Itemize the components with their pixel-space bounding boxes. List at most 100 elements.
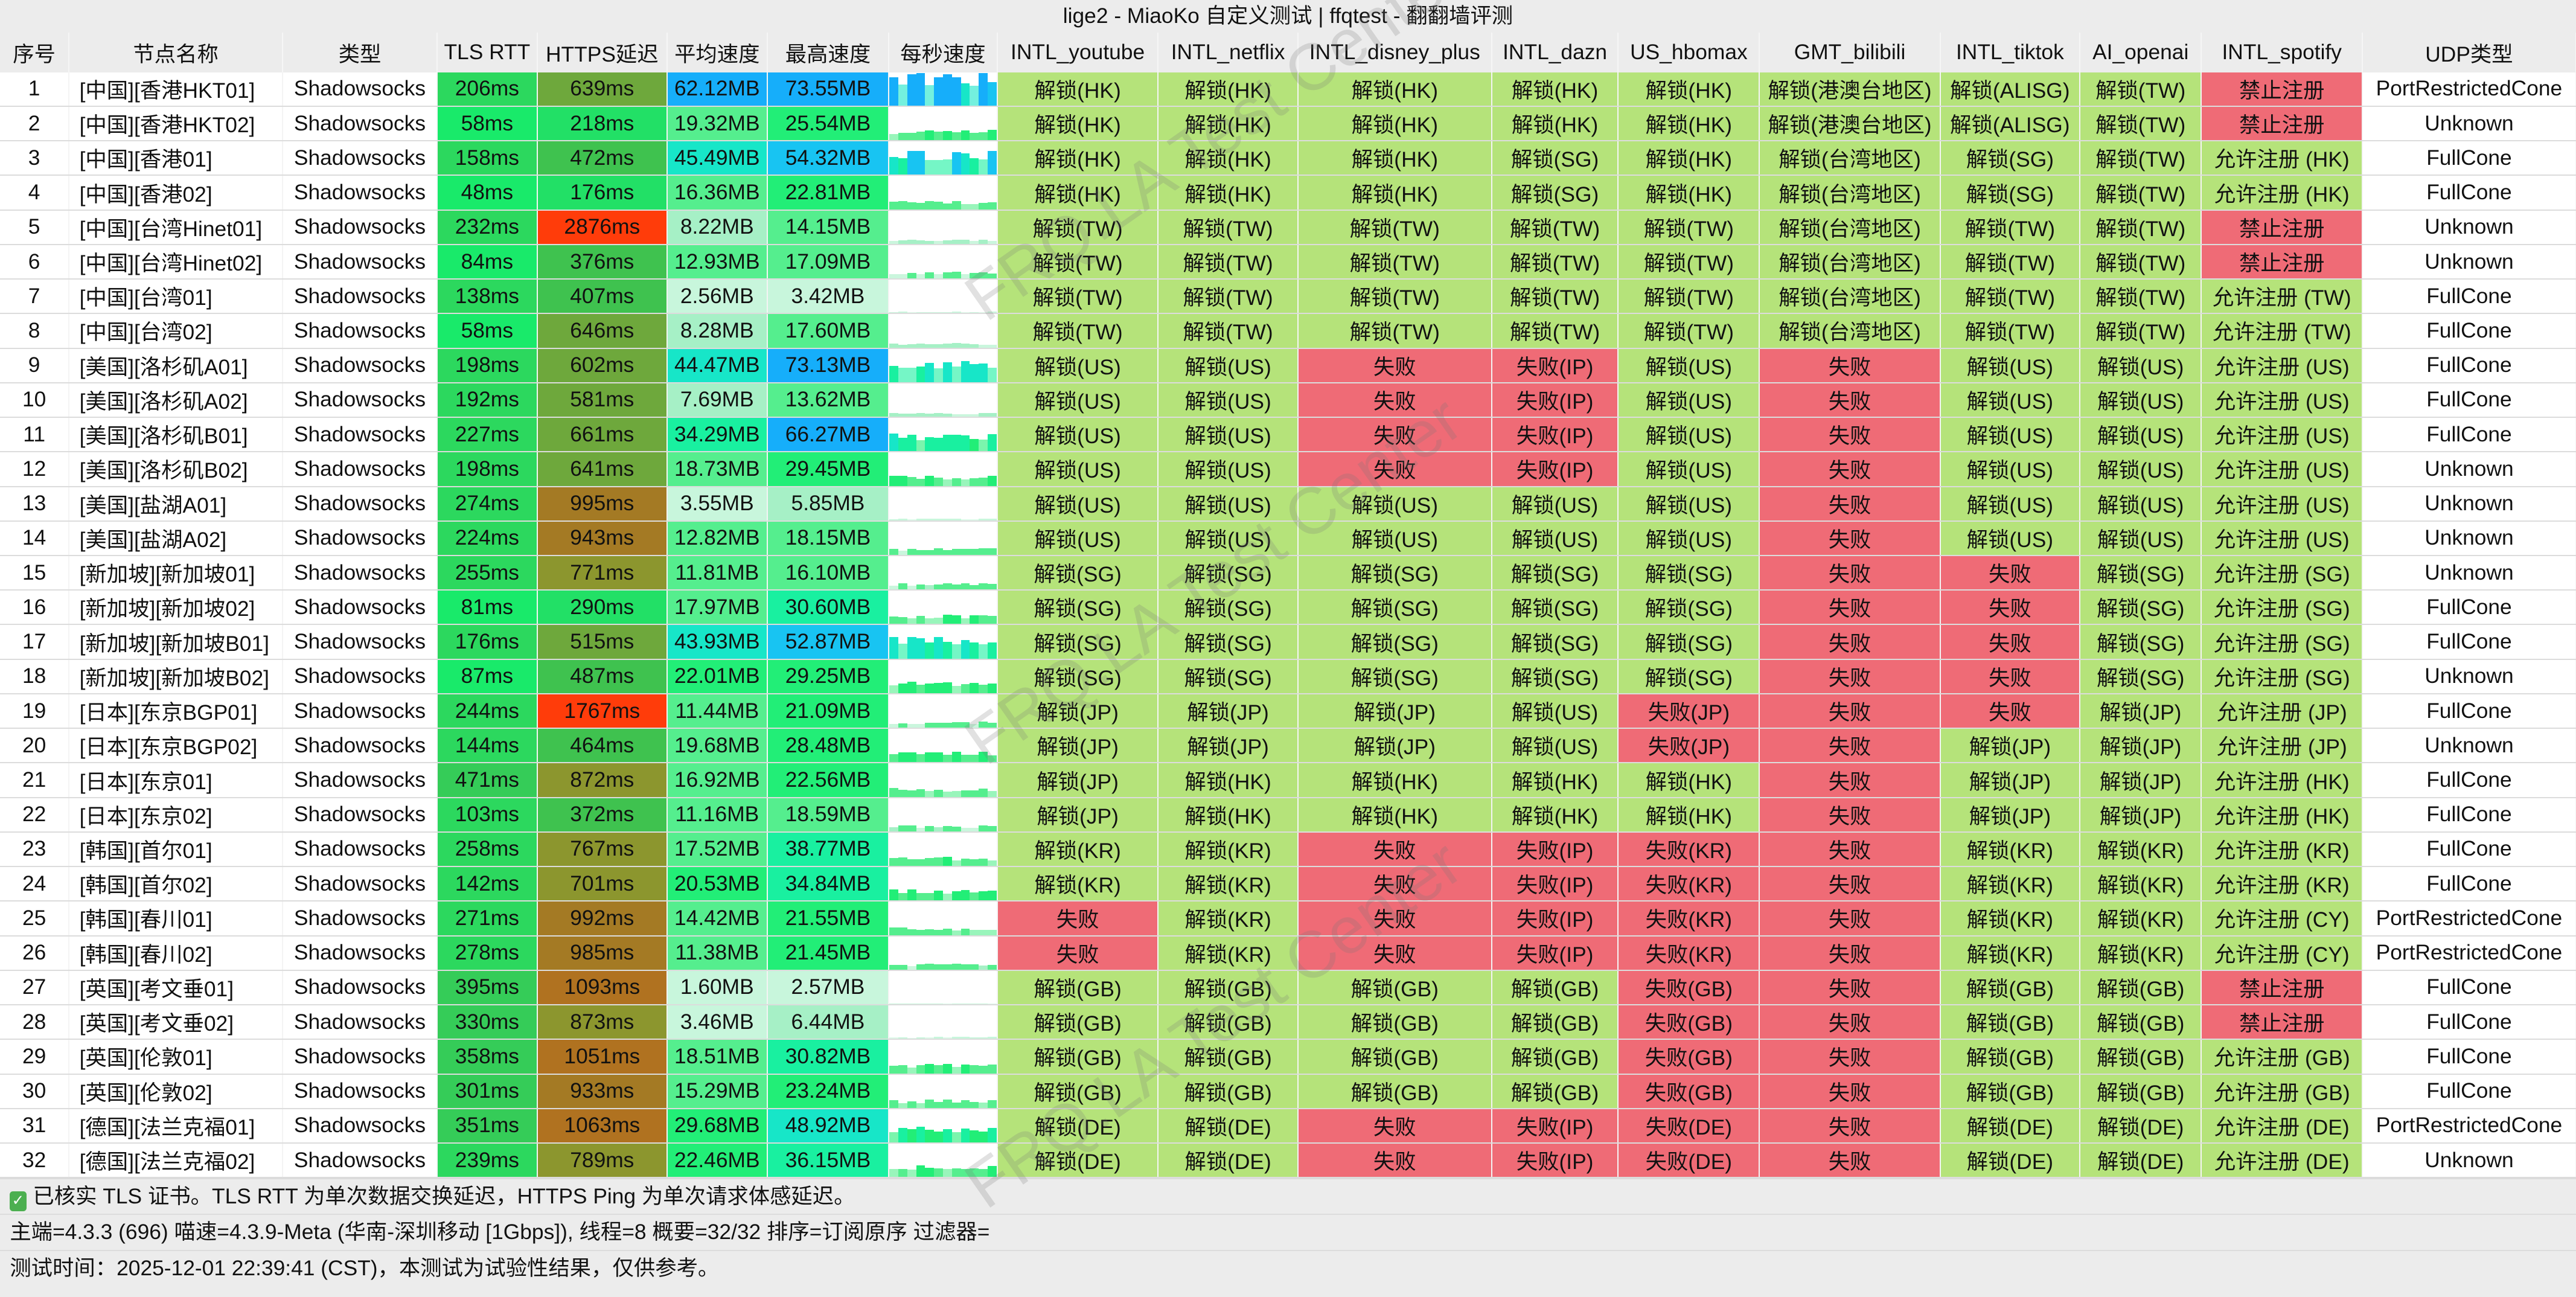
table-row[interactable]: 27 [英国][考文垂01] Shadowsocks 395ms 1093ms 1.60M… <box>0 970 2576 1006</box>
header-youtube[interactable]: INTL_youtube <box>997 33 1159 72</box>
table-row[interactable]: 6 [中国][台湾Hinet02] Shadowsocks 84ms 376ms 12.9… <box>0 244 2576 280</box>
cell-tiktok: 解锁(TW) <box>1940 279 2081 315</box>
sparkline-bar <box>916 929 925 935</box>
header-hbomax[interactable]: US_hbomax <box>1618 33 1760 72</box>
cell-spotify: 允许注册 (KR) <box>2201 831 2363 868</box>
sparkline-bar <box>987 964 996 969</box>
table-row[interactable]: 19 [日本][东京BGP01] Shadowsocks 244ms 1767ms 11.… <box>0 693 2576 729</box>
sparkline-bar <box>889 549 898 554</box>
table-row[interactable]: 28 [英国][考文垂02] Shadowsocks 330ms 873ms 3.46MB… <box>0 1005 2576 1040</box>
cell-https-latency: 1051ms <box>537 1039 668 1075</box>
sparkline-bar <box>925 130 935 140</box>
sparkline-bar <box>925 85 935 105</box>
tls-note: 已核实 TLS 证书。TLS RTT 为单次数据交换延迟，HTTPS Ping … <box>33 1185 855 1209</box>
sparkline-bar <box>987 82 996 105</box>
sparkline-bar <box>925 160 935 175</box>
header-per-second-speed[interactable]: 每秒速度 <box>889 33 998 72</box>
cell-bilibili: 失败 <box>1759 866 1941 902</box>
cell-https-latency: 1093ms <box>537 970 668 1006</box>
cell-avg-speed: 20.53MB <box>666 866 768 902</box>
header-netflix[interactable]: INTL_netflix <box>1158 33 1299 72</box>
table-row[interactable]: 18 [新加坡][新加坡B02] Shadowsocks 87ms 487ms 22.01… <box>0 659 2576 694</box>
cell-bilibili: 失败 <box>1759 624 1941 660</box>
cell-index: 32 <box>0 1142 70 1179</box>
table-row[interactable]: 10 [美国][洛杉矶A02] Shadowsocks 192ms 581ms 7.69M… <box>0 382 2576 418</box>
header-tls-rtt[interactable]: TLS RTT <box>436 33 538 72</box>
cell-tls-rtt: 58ms <box>436 106 538 142</box>
sparkline-bar <box>942 130 952 140</box>
header-max-speed[interactable]: 最高速度 <box>767 33 890 72</box>
header-spotify[interactable]: INTL_spotify <box>2201 33 2363 72</box>
table-row[interactable]: 14 [美国][盐湖A02] Shadowsocks 224ms 943ms 12.82M… <box>0 520 2576 557</box>
cell-youtube: 解锁(JP) <box>997 728 1159 764</box>
header-avg-speed[interactable]: 平均速度 <box>666 33 768 72</box>
cell-avg-speed: 2.56MB <box>666 279 768 315</box>
sparkline-bar <box>934 1131 943 1142</box>
cell-avg-speed: 14.42MB <box>666 901 768 937</box>
cell-hbomax: 失败(JP) <box>1618 728 1760 764</box>
cell-tls-rtt: 142ms <box>436 866 538 902</box>
table-row[interactable]: 13 [美国][盐湖A01] Shadowsocks 274ms 995ms 3.55MB… <box>0 486 2576 522</box>
table-row[interactable]: 9 [美国][洛杉矶A01] Shadowsocks 198ms 602ms 44.47M… <box>0 348 2576 383</box>
table-row[interactable]: 4 [中国][香港02] Shadowsocks 48ms 176ms 16.36MB 22… <box>0 175 2576 211</box>
table-row[interactable]: 29 [英国][伦敦01] Shadowsocks 358ms 1051ms 18.51M… <box>0 1039 2576 1075</box>
sparkline-bar <box>970 203 979 209</box>
header-dazn[interactable]: INTL_dazn <box>1491 33 1619 72</box>
table-row[interactable]: 24 [韩国][首尔02] Shadowsocks 142ms 701ms 20.53MB… <box>0 866 2576 902</box>
sparkline-bar <box>960 722 970 728</box>
table-row[interactable]: 1 [中国][香港HKT01] Shadowsocks 206ms 639ms 62.12… <box>0 72 2576 107</box>
cell-index: 7 <box>0 279 70 315</box>
header-disney-plus[interactable]: INTL_disney_plus <box>1297 33 1492 72</box>
table-row[interactable]: 8 [中国][台湾02] Shadowsocks 58ms 646ms 8.28MB 17.… <box>0 313 2576 349</box>
table-row[interactable]: 3 [中国][香港01] Shadowsocks 158ms 472ms 45.49MB 5… <box>0 141 2576 176</box>
cell-tls-rtt: 198ms <box>436 348 538 383</box>
table-row[interactable]: 2 [中国][香港HKT02] Shadowsocks 58ms 218ms 19.32M… <box>0 106 2576 142</box>
table-row[interactable]: 7 [中国][台湾01] Shadowsocks 138ms 407ms 2.56MB 3.… <box>0 279 2576 315</box>
table-row[interactable]: 22 [日本][东京02] Shadowsocks 103ms 372ms 11.16MB… <box>0 797 2576 833</box>
header-bilibili[interactable]: GMT_bilibili <box>1759 33 1941 72</box>
table-row[interactable]: 12 [美国][洛杉矶B02] Shadowsocks 198ms 641ms 18.73… <box>0 452 2576 487</box>
sparkline-bar <box>916 72 925 105</box>
sparkline-bar <box>942 929 952 935</box>
cell-spotify: 允许注册 (CY) <box>2201 901 2363 937</box>
sparkline-bar <box>889 433 898 451</box>
table-row[interactable]: 32 [德国][法兰克福02] Shadowsocks 239ms 789ms 22.46… <box>0 1142 2576 1179</box>
table-row[interactable]: 26 [韩国][春川02] Shadowsocks 278ms 985ms 11.38MB… <box>0 935 2576 971</box>
sparkline-bar <box>898 927 907 935</box>
cell-spotify: 允许注册 (DE) <box>2201 1108 2363 1144</box>
table-row[interactable]: 5 [中国][台湾Hinet01] Shadowsocks 232ms 2876ms 8.… <box>0 210 2576 245</box>
table-row[interactable]: 15 [新加坡][新加坡01] Shadowsocks 255ms 771ms 11.81… <box>0 556 2576 591</box>
table-row[interactable]: 21 [日本][东京01] Shadowsocks 471ms 872ms 16.92MB… <box>0 763 2576 798</box>
header-openai[interactable]: AI_openai <box>2080 33 2202 72</box>
cell-openai: 解锁(TW) <box>2080 175 2202 211</box>
cell-disney-plus: 解锁(JP) <box>1297 693 1492 729</box>
table-row[interactable]: 23 [韩国][首尔01] Shadowsocks 258ms 767ms 17.52MB… <box>0 831 2576 868</box>
table-row[interactable]: 16 [新加坡][新加坡02] Shadowsocks 81ms 290ms 17.97M… <box>0 590 2576 626</box>
cell-dazn: 解锁(US) <box>1491 693 1619 729</box>
header-node-name[interactable]: 节点名称 <box>69 33 284 72</box>
sparkline-bar <box>970 682 979 693</box>
table-row[interactable]: 25 [韩国][春川01] Shadowsocks 271ms 992ms 14.42MB… <box>0 901 2576 937</box>
cell-tls-rtt: 301ms <box>436 1074 538 1109</box>
table-row[interactable]: 11 [美国][洛杉矶B01] Shadowsocks 227ms 661ms 34.29… <box>0 417 2576 453</box>
cell-https-latency: 290ms <box>537 590 668 626</box>
sparkline-bar <box>987 860 996 866</box>
header-index[interactable]: 序号 <box>0 33 70 72</box>
sparkline-bar <box>889 201 898 209</box>
table-row[interactable]: 31 [德国][法兰克福01] Shadowsocks 351ms 1063ms 29.6… <box>0 1108 2576 1144</box>
cell-bilibili: 失败 <box>1759 382 1941 418</box>
sparkline-bar <box>970 1065 979 1073</box>
header-type[interactable]: 类型 <box>283 33 438 72</box>
table-row[interactable]: 20 [日本][东京BGP02] Shadowsocks 144ms 464ms 19.6… <box>0 728 2576 764</box>
header-tiktok[interactable]: INTL_tiktok <box>1940 33 2081 72</box>
table-header: 序号 节点名称 类型 TLS RTT HTTPS延迟 平均速度 最高速度 每秒速度 INTL_y… <box>0 33 2576 72</box>
cell-tls-rtt: 258ms <box>436 831 538 868</box>
sparkline-bar <box>960 130 970 140</box>
cell-node-name: [美国][洛杉矶A02] <box>69 382 284 418</box>
cell-tls-rtt: 227ms <box>436 417 538 453</box>
table-row[interactable]: 30 [英国][伦敦02] Shadowsocks 301ms 933ms 15.29MB… <box>0 1074 2576 1109</box>
header-udp-type[interactable]: UDP类型 <box>2362 33 2576 72</box>
table-row[interactable]: 17 [新加坡][新加坡B01] Shadowsocks 176ms 515ms 43.9… <box>0 624 2576 660</box>
header-https-latency[interactable]: HTTPS延迟 <box>537 33 668 72</box>
sparkline-bar <box>960 479 970 485</box>
